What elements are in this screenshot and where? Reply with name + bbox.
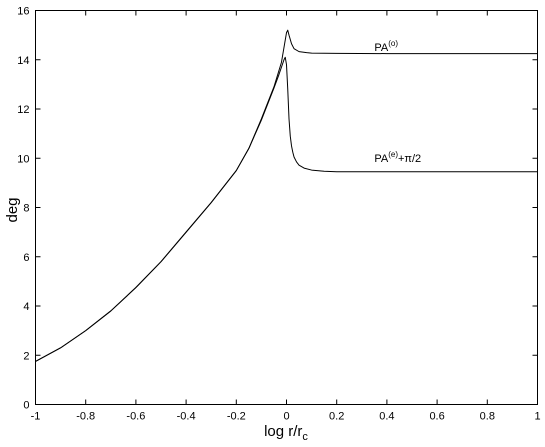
- x-tick-label: 1: [534, 411, 540, 423]
- y-tick-label: 6: [23, 252, 29, 264]
- x-axis-label-sub: c: [302, 431, 308, 443]
- x-tick-label: -0.4: [177, 411, 196, 423]
- x-tick-label: 0.2: [329, 411, 344, 423]
- y-tick-label: 0: [23, 400, 29, 412]
- ticks: -1 -0.8 -0.6 -0.4 -0.2 0 0.2 0.4 0.6 0.8 102468101…: [17, 6, 540, 423]
- series-layer: [35, 29, 538, 362]
- y-tick-label: 14: [17, 55, 29, 67]
- series-line-1: [35, 56, 538, 362]
- series-label-1: PA(e)+π/2: [374, 150, 421, 165]
- x-axis-label: log r/rc: [264, 423, 308, 443]
- x-tick-label: 0: [283, 411, 289, 423]
- x-axis-label-main: log r/r: [264, 423, 302, 440]
- x-tick-label: 0.4: [379, 411, 394, 423]
- y-tick-label: 10: [17, 153, 29, 165]
- curve-labels: PA(o)PA(e)+π/2: [374, 39, 421, 165]
- x-tick-label: 0.8: [480, 411, 495, 423]
- series-label-base: PA: [374, 42, 389, 54]
- series-label-base: PA: [374, 153, 389, 165]
- x-tick-label: -0.2: [227, 411, 246, 423]
- series-label-sup: (o): [388, 39, 398, 48]
- y-tick-label: 8: [23, 203, 29, 215]
- y-tick-label: 12: [17, 104, 29, 116]
- series-label-suffix: +π/2: [398, 153, 421, 165]
- x-tick-label: -0.8: [76, 411, 95, 423]
- y-tick-label: 2: [23, 350, 29, 362]
- x-tick-label: -1: [31, 411, 41, 423]
- series-label-0: PA(o): [374, 39, 398, 54]
- x-tick-label: -0.6: [126, 411, 145, 423]
- series-label-sup: (e): [388, 150, 398, 159]
- y-tick-label: 16: [17, 6, 29, 18]
- x-tick-label: 0.6: [429, 411, 444, 423]
- y-axis-label: deg: [4, 197, 21, 222]
- series-line-0: [35, 29, 538, 362]
- y-tick-label: 4: [23, 301, 29, 313]
